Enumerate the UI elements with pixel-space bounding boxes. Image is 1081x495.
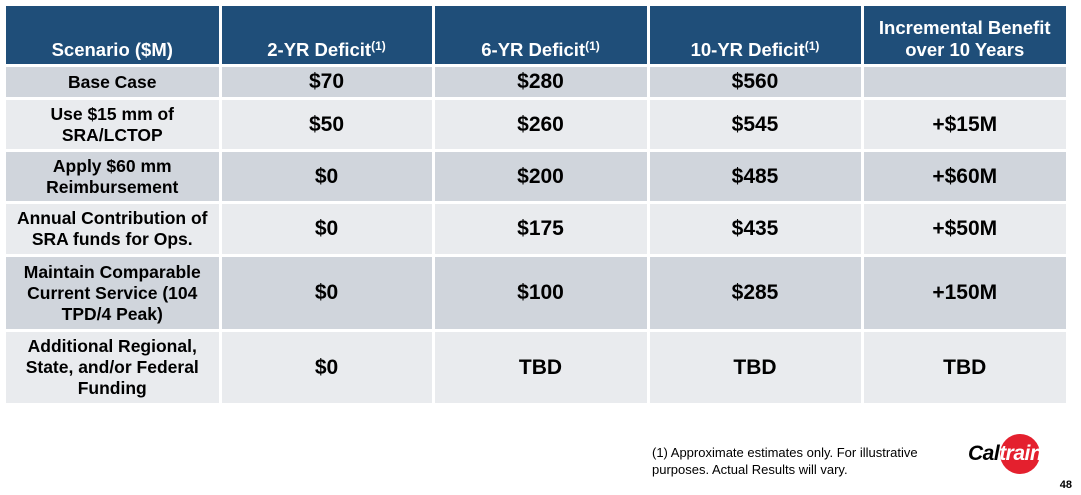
footnote-ref: (1) <box>804 39 820 53</box>
footnote-ref: (1) <box>585 39 600 53</box>
scenario-cell: Apply $60 mm Reimbursement <box>6 150 222 204</box>
ten-yr-cell: $435 <box>648 202 864 257</box>
ten-yr-cell: $560 <box>648 65 864 100</box>
benefit-cell: +150M <box>862 255 1066 332</box>
header-6yr-deficit: 6-YR Deficit(1) <box>433 6 650 67</box>
scenario-cell: Use $15 mm of SRA/LCTOP <box>6 98 222 152</box>
scenario-cell: Maintain Comparable Current Service (104… <box>6 255 222 332</box>
logo-text: Caltrain <box>968 442 1043 465</box>
six-yr-cell: $100 <box>433 255 650 332</box>
two-yr-cell: $70 <box>220 65 435 100</box>
six-yr-cell: $175 <box>433 202 650 257</box>
table-row: Additional Regional, State, and/or Feder… <box>6 330 1066 406</box>
header-2yr-deficit: 2-YR Deficit(1) <box>220 6 435 67</box>
benefit-cell: +$15M <box>862 98 1066 152</box>
benefit-cell: TBD <box>862 330 1066 406</box>
benefit-cell <box>862 65 1066 100</box>
header-10yr-deficit: 10-YR Deficit(1) <box>648 6 864 67</box>
scenario-cell: Base Case <box>6 65 222 100</box>
scenario-cell: Annual Contribution of SRA funds for Ops… <box>6 202 222 257</box>
two-yr-cell: $50 <box>220 98 435 152</box>
scenario-cell: Additional Regional, State, and/or Feder… <box>6 330 222 406</box>
deficit-table: Scenario ($M) 2-YR Deficit(1) 6-YR Defic… <box>6 6 1066 406</box>
ten-yr-cell: $285 <box>648 255 864 332</box>
table-row: Use $15 mm of SRA/LCTOP $50 $260 $545 +$… <box>6 98 1066 152</box>
caltrain-logo: Caltrain <box>968 434 1068 478</box>
benefit-cell: +$50M <box>862 202 1066 257</box>
benefit-cell: +$60M <box>862 150 1066 204</box>
two-yr-cell: $0 <box>220 202 435 257</box>
two-yr-cell: $0 <box>220 150 435 204</box>
ten-yr-cell: $545 <box>648 98 864 152</box>
table-row: Annual Contribution of SRA funds for Ops… <box>6 202 1066 257</box>
footnote: (1) Approximate estimates only. For illu… <box>652 445 918 477</box>
header-incremental-benefit: Incremental Benefit over 10 Years <box>862 6 1066 67</box>
six-yr-cell: TBD <box>433 330 650 406</box>
two-yr-cell: $0 <box>220 255 435 332</box>
six-yr-cell: $200 <box>433 150 650 204</box>
header-scenario: Scenario ($M) <box>6 6 222 67</box>
table-row: Apply $60 mm Reimbursement $0 $200 $485 … <box>6 150 1066 204</box>
footnote-ref: (1) <box>371 39 386 53</box>
ten-yr-cell: TBD <box>648 330 864 406</box>
page-number: 48 <box>1059 479 1072 491</box>
logo-circle <box>1000 434 1040 474</box>
two-yr-cell: $0 <box>220 330 435 406</box>
header-row: Scenario ($M) 2-YR Deficit(1) 6-YR Defic… <box>6 6 1066 67</box>
six-yr-cell: $280 <box>433 65 650 100</box>
ten-yr-cell: $485 <box>648 150 864 204</box>
table-row: Maintain Comparable Current Service (104… <box>6 255 1066 332</box>
table-row-base-case: Base Case $70 $280 $560 <box>6 65 1066 100</box>
six-yr-cell: $260 <box>433 98 650 152</box>
